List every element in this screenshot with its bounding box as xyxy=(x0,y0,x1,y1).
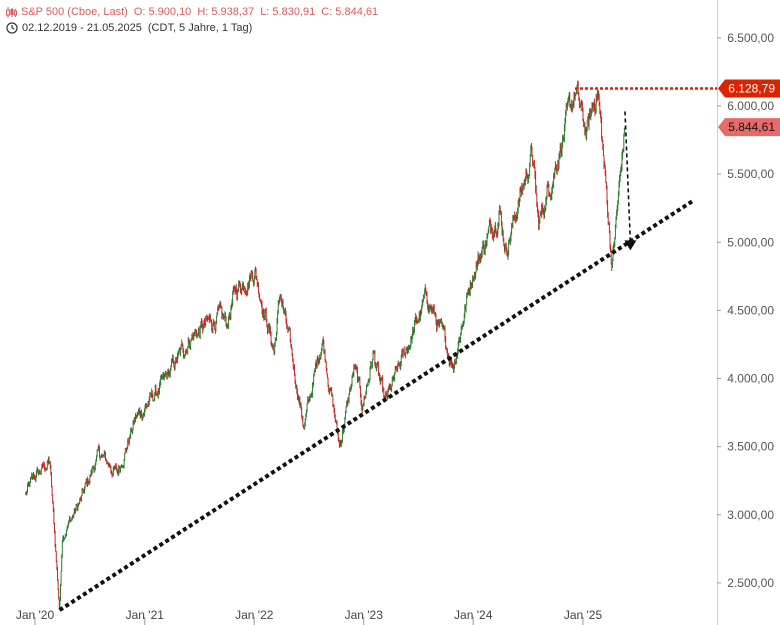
x-tick-label: Jan '20 xyxy=(16,608,55,622)
candles xyxy=(25,80,626,610)
x-tick-label: Jan '25 xyxy=(564,608,603,622)
trendlines xyxy=(58,87,717,612)
x-tick-label: Jan '22 xyxy=(235,608,274,622)
clock-icon xyxy=(6,22,18,34)
price-badges: 6.128,79 5.844,61 xyxy=(718,79,780,137)
last-price-badge-label: 5.844,61 xyxy=(728,120,775,134)
range-header: 02.12.2019 - 21.05.2025 (CDT, 5 Jahre, 1 … xyxy=(6,21,258,35)
y-tick-label: 5.500,00 xyxy=(727,167,774,181)
y-tick-label: 2.500,00 xyxy=(727,576,774,590)
x-tick-label: Jan '24 xyxy=(454,608,493,622)
y-tick-label: 6.500,00 xyxy=(727,31,774,45)
last-price-badge: 5.844,61 xyxy=(718,118,780,137)
instrument-header: S&P 500 (Cboe, Last) O: 5.900,10 H: 5.938,… xyxy=(6,5,384,19)
resistance-badge-label: 6.128,79 xyxy=(728,81,775,95)
candlestick-icon xyxy=(6,6,17,18)
y-tick-label: 4.500,00 xyxy=(727,303,774,317)
y-tick-label: 6.000,00 xyxy=(727,99,774,113)
resistance-badge-shape xyxy=(718,79,780,98)
y-tick-label: 5.000,00 xyxy=(727,235,774,249)
x-tick-label: Jan '23 xyxy=(345,608,384,622)
y-tick-label: 3.000,00 xyxy=(727,508,774,522)
last-price-badge-shape xyxy=(718,118,780,137)
high-value: H: 5.938,37 xyxy=(197,6,255,18)
y-tick-label: 4.000,00 xyxy=(727,372,774,386)
close-value: C: 5.844,61 xyxy=(321,6,379,18)
support-trendline xyxy=(58,199,694,612)
projection-arrow-line xyxy=(624,111,632,243)
low-value: L: 5.830,91 xyxy=(260,6,316,18)
axes: 2.500,00 3.000,00 3.500,00 4.000,00 4.500,00… xyxy=(16,0,774,625)
x-tick-label: Jan '21 xyxy=(126,608,165,622)
resistance-badge: 6.128,79 xyxy=(718,79,780,98)
open-value: O: 5.900,10 xyxy=(133,6,192,18)
projection-arrow-head xyxy=(624,240,637,251)
y-tick-label: 3.500,00 xyxy=(727,440,774,454)
date-range: 02.12.2019 - 21.05.2025 xyxy=(22,22,142,34)
chart-meta: (CDT, 5 Jahre, 1 Tag) xyxy=(147,22,253,34)
instrument-name: S&P 500 (Cboe, Last) xyxy=(21,6,128,18)
